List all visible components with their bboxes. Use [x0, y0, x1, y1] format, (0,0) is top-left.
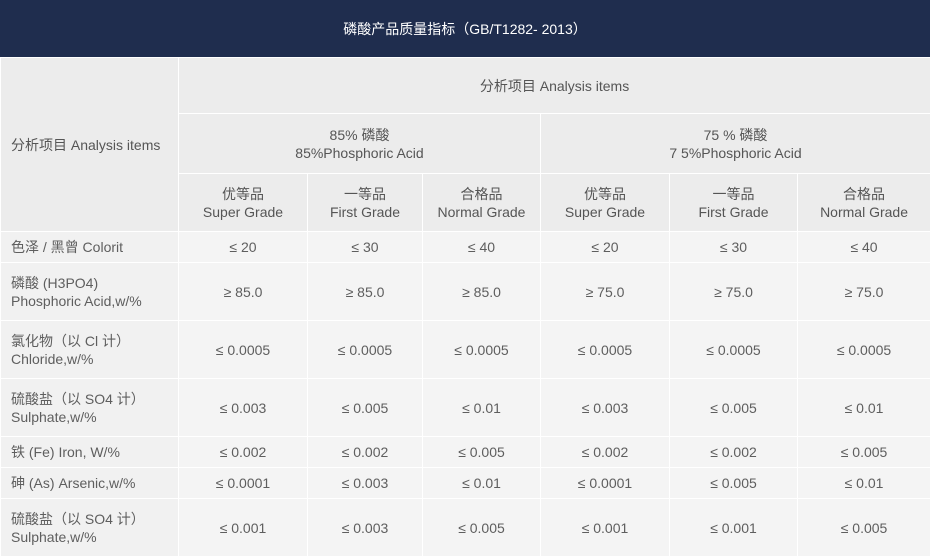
- group-header-75: 75 % 磷酸 7 5%Phosphoric Acid: [541, 114, 930, 174]
- table-cell: ≤ 0.0005: [179, 321, 308, 379]
- row-label-line: 铁 (Fe) Iron, W/%: [11, 443, 170, 461]
- row-label: 硫酸盐（以 SO4 计）Sulphate,w/%: [1, 379, 179, 437]
- table-cell: ≤ 0.005: [798, 499, 930, 557]
- table-cell: ≤ 0.0005: [308, 321, 423, 379]
- table-cell: ≤ 40: [798, 232, 930, 263]
- row-label-line: 砷 (As) Arsenic,w/%: [11, 474, 170, 492]
- table-cell: ≤ 0.002: [179, 437, 308, 468]
- table-cell: ≤ 40: [423, 232, 541, 263]
- table-row: 砷 (As) Arsenic,w/%≤ 0.0001≤ 0.003≤ 0.01≤…: [1, 468, 930, 499]
- grade-cn: 一等品: [316, 185, 414, 203]
- row-label-line: Phosphoric Acid,w/%: [11, 292, 170, 310]
- table-cell: ≤ 0.001: [179, 499, 308, 557]
- table-cell: ≤ 20: [541, 232, 670, 263]
- table-row: 色泽 / 黑曾 Colorit≤ 20≤ 30≤ 40≤ 20≤ 30≤ 40: [1, 232, 930, 263]
- table-cell: ≤ 0.01: [423, 468, 541, 499]
- table-cell: ≤ 0.005: [798, 437, 930, 468]
- grade-en: First Grade: [316, 203, 414, 221]
- row-label-line: Sulphate,w/%: [11, 408, 170, 426]
- table-cell: ≤ 0.003: [308, 468, 423, 499]
- group-cn: 85% 磷酸: [187, 126, 532, 144]
- table-cell: ≤ 0.005: [423, 499, 541, 557]
- table-row: 磷酸 (H3PO4)Phosphoric Acid,w/%≥ 85.0≥ 85.…: [1, 263, 930, 321]
- row-label-line: 磷酸 (H3PO4): [11, 274, 170, 292]
- group-header-85: 85% 磷酸 85%Phosphoric Acid: [179, 114, 541, 174]
- table-cell: ≤ 0.005: [670, 468, 798, 499]
- row-label-line: 色泽 / 黑曾 Colorit: [11, 238, 170, 256]
- spec-table: 分析项目 Analysis items 分析项目 Analysis items …: [0, 57, 930, 557]
- analysis-items-header: 分析项目 Analysis items: [179, 58, 930, 114]
- group-cn: 75 % 磷酸: [549, 126, 922, 144]
- table-cell: ≤ 0.0005: [541, 321, 670, 379]
- row-label: 色泽 / 黑曾 Colorit: [1, 232, 179, 263]
- row-label: 砷 (As) Arsenic,w/%: [1, 468, 179, 499]
- table-cell: ≤ 0.01: [423, 379, 541, 437]
- table-cell: ≤ 0.001: [541, 499, 670, 557]
- row-label-line: Chloride,w/%: [11, 350, 170, 368]
- table-cell: ≤ 0.005: [670, 379, 798, 437]
- table-row: 硫酸盐（以 SO4 计）Sulphate,w/%≤ 0.003≤ 0.005≤ …: [1, 379, 930, 437]
- table-cell: ≤ 0.0001: [541, 468, 670, 499]
- grade-cn: 一等品: [678, 185, 789, 203]
- row-label-line: 硫酸盐（以 SO4 计）: [11, 390, 170, 408]
- table-row: 氯化物（以 Cl 计）Chloride,w/%≤ 0.0005≤ 0.0005≤…: [1, 321, 930, 379]
- grade-en: First Grade: [678, 203, 789, 221]
- table-row: 硫酸盐（以 SO4 计）Sulphate,w/%≤ 0.001≤ 0.003≤ …: [1, 499, 930, 557]
- corner-header: 分析项目 Analysis items: [1, 58, 179, 232]
- table-cell: ≤ 0.01: [798, 468, 930, 499]
- table-cell: ≤ 0.01: [798, 379, 930, 437]
- table-cell: ≤ 0.003: [541, 379, 670, 437]
- table-cell: ≤ 0.005: [308, 379, 423, 437]
- grade-en: Super Grade: [549, 203, 661, 221]
- table-cell: ≥ 85.0: [179, 263, 308, 321]
- row-label-line: 氯化物（以 Cl 计）: [11, 332, 170, 350]
- grade-en: Normal Grade: [806, 203, 922, 221]
- table-cell: ≤ 30: [670, 232, 798, 263]
- grade-cn: 优等品: [187, 185, 299, 203]
- table-cell: ≥ 75.0: [798, 263, 930, 321]
- row-label: 铁 (Fe) Iron, W/%: [1, 437, 179, 468]
- table-cell: ≤ 0.002: [308, 437, 423, 468]
- row-label-line: Sulphate,w/%: [11, 528, 170, 546]
- grade-cn: 优等品: [549, 185, 661, 203]
- table-title: 磷酸产品质量指标（GB/T1282- 2013）: [0, 0, 930, 57]
- table-cell: ≤ 0.002: [541, 437, 670, 468]
- table-row: 铁 (Fe) Iron, W/%≤ 0.002≤ 0.002≤ 0.005≤ 0…: [1, 437, 930, 468]
- row-label: 磷酸 (H3PO4)Phosphoric Acid,w/%: [1, 263, 179, 321]
- table-cell: ≤ 30: [308, 232, 423, 263]
- group-en: 85%Phosphoric Acid: [187, 144, 532, 162]
- header-row-top: 分析项目 Analysis items 分析项目 Analysis items: [1, 58, 930, 114]
- table-cell: ≤ 0.005: [423, 437, 541, 468]
- table-cell: ≤ 0.001: [670, 499, 798, 557]
- table-cell: ≤ 0.003: [179, 379, 308, 437]
- table-cell: ≤ 20: [179, 232, 308, 263]
- table-cell: ≥ 75.0: [670, 263, 798, 321]
- grade-en: Normal Grade: [431, 203, 532, 221]
- table-cell: ≤ 0.0005: [670, 321, 798, 379]
- table-cell: ≥ 85.0: [423, 263, 541, 321]
- table-cell: ≥ 75.0: [541, 263, 670, 321]
- table-cell: ≤ 0.003: [308, 499, 423, 557]
- grade-en: Super Grade: [187, 203, 299, 221]
- table-cell: ≤ 0.002: [670, 437, 798, 468]
- table-cell: ≤ 0.0005: [798, 321, 930, 379]
- table-cell: ≤ 0.0005: [423, 321, 541, 379]
- grade-cn: 合格品: [806, 185, 922, 203]
- group-en: 7 5%Phosphoric Acid: [549, 144, 922, 162]
- table-cell: ≥ 85.0: [308, 263, 423, 321]
- row-label: 氯化物（以 Cl 计）Chloride,w/%: [1, 321, 179, 379]
- row-label: 硫酸盐（以 SO4 计）Sulphate,w/%: [1, 499, 179, 557]
- grade-cn: 合格品: [431, 185, 532, 203]
- row-label-line: 硫酸盐（以 SO4 计）: [11, 510, 170, 528]
- table-cell: ≤ 0.0001: [179, 468, 308, 499]
